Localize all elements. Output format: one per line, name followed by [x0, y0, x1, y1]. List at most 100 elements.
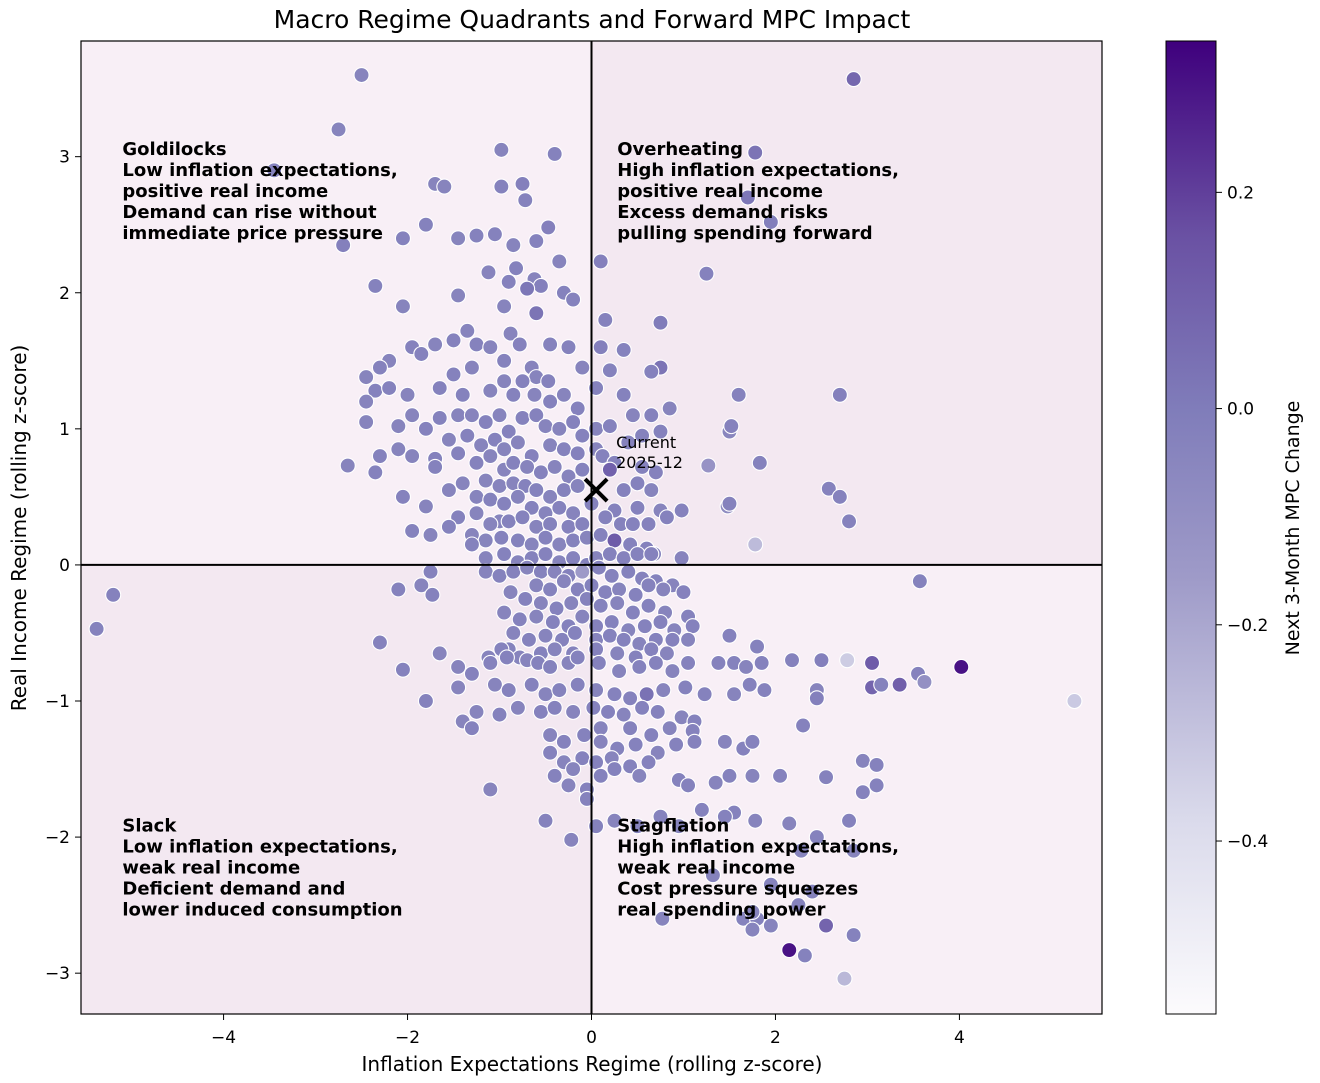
data-point [1066, 692, 1083, 710]
data-point [496, 373, 513, 390]
data-point [686, 733, 703, 750]
data-point [424, 586, 441, 603]
data-point [597, 509, 614, 526]
data-point [627, 586, 644, 603]
data-point [496, 604, 513, 621]
data-point [569, 477, 586, 495]
data-point [500, 682, 517, 699]
data-point [790, 897, 807, 914]
data-point [721, 495, 738, 512]
data-point [839, 652, 856, 669]
data-point [509, 434, 526, 451]
data-point [640, 754, 657, 771]
data-point [528, 305, 545, 322]
data-point [606, 760, 623, 778]
data-point [916, 673, 933, 691]
data-point [606, 812, 623, 829]
data-point [491, 706, 508, 723]
data-point [891, 676, 908, 693]
data-point [574, 608, 591, 625]
data-point [574, 461, 591, 478]
data-point [629, 545, 646, 563]
data-point [627, 736, 644, 753]
data-point [716, 808, 733, 825]
data-point [468, 336, 485, 353]
x-tick-label: 4 [954, 1028, 965, 1048]
data-point [454, 475, 471, 492]
data-point [594, 448, 611, 465]
data-point [707, 774, 724, 791]
data-point [542, 488, 559, 505]
data-point [551, 536, 568, 553]
quadrant-labels: Goldilocks Low inflation expectations, pos… [122, 139, 899, 920]
data-point [615, 341, 632, 358]
data-point [496, 441, 513, 458]
data-point [546, 767, 563, 784]
data-point [854, 784, 871, 801]
data-point [592, 339, 609, 356]
data-point [606, 532, 623, 549]
data-point [634, 699, 651, 716]
data-point [603, 567, 620, 584]
data-point [404, 407, 421, 424]
data-point [493, 529, 510, 546]
data-point [417, 216, 434, 233]
data-point [555, 482, 572, 499]
data-point [371, 359, 388, 376]
data-point [654, 910, 671, 927]
data-point [482, 339, 499, 356]
data-point [631, 658, 648, 676]
data-point [781, 815, 798, 832]
data-point [684, 618, 701, 635]
data-point [491, 567, 508, 584]
data-point [511, 611, 528, 628]
data-point [569, 649, 586, 666]
data-point [643, 482, 660, 499]
data-point [394, 298, 411, 315]
data-point [514, 175, 531, 192]
data-point [649, 703, 666, 720]
data-point [615, 386, 632, 403]
data-point [590, 654, 607, 671]
data-point [751, 454, 768, 471]
data-point [450, 658, 467, 676]
data-point [620, 434, 637, 451]
data-point [615, 482, 632, 499]
quadrant-label-stagflation: Stagflation High inflation expectations, w… [617, 815, 899, 920]
data-point [517, 192, 534, 209]
data-point [601, 418, 618, 435]
data-point [808, 690, 825, 707]
data-point [597, 311, 614, 329]
data-point [863, 654, 881, 671]
data-point [505, 237, 522, 254]
data-point [502, 325, 519, 342]
data-point [673, 502, 690, 519]
data-point [532, 277, 549, 295]
data-point [576, 726, 593, 744]
data-point [624, 516, 641, 533]
data-point [509, 488, 526, 505]
data-point [371, 634, 388, 651]
data-point [624, 604, 641, 621]
data-point [551, 682, 568, 699]
data-point [629, 475, 646, 492]
data-point [542, 393, 559, 410]
data-point [744, 733, 761, 750]
data-point [620, 563, 637, 580]
data-point [548, 600, 565, 617]
data-point [532, 703, 549, 720]
data-point [514, 509, 531, 526]
quadrant-label-line: real spending power [617, 899, 825, 920]
data-point [353, 66, 370, 84]
y-tick-label: −3 [45, 964, 70, 984]
quadrant-label-goldilocks: Goldilocks Low inflation expectations, pos… [122, 139, 397, 244]
data-point [592, 767, 609, 784]
chart-title: Macro Regime Quadrants and Forward MPC I… [274, 5, 911, 34]
data-point [723, 418, 740, 435]
data-point [477, 550, 494, 567]
data-point [873, 676, 890, 693]
data-point [675, 584, 692, 601]
data-point [542, 437, 559, 454]
quadrant-label-line: positive real income [122, 181, 328, 202]
data-point [528, 608, 545, 625]
